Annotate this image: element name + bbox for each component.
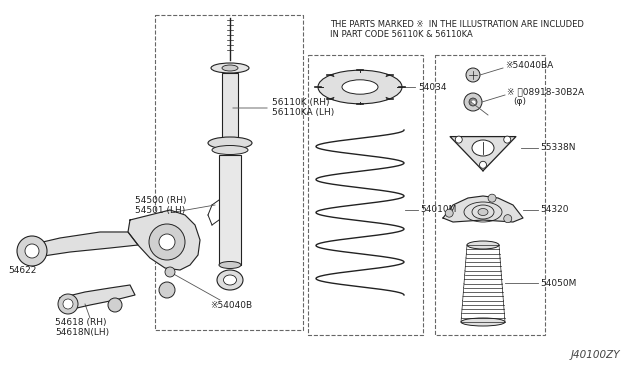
Ellipse shape bbox=[222, 65, 238, 71]
Text: ※54040BA: ※54040BA bbox=[505, 61, 553, 70]
Polygon shape bbox=[450, 137, 516, 171]
Text: 56110K (RH): 56110K (RH) bbox=[272, 98, 330, 107]
Text: 54618N(LH): 54618N(LH) bbox=[55, 328, 109, 337]
Text: 54010M: 54010M bbox=[420, 205, 456, 215]
Text: 54500 (RH): 54500 (RH) bbox=[135, 196, 186, 205]
Circle shape bbox=[159, 234, 175, 250]
Bar bbox=[219, 155, 241, 265]
Bar bbox=[222, 73, 238, 143]
Ellipse shape bbox=[461, 318, 505, 326]
Ellipse shape bbox=[217, 270, 243, 290]
Text: 54050M: 54050M bbox=[540, 279, 577, 288]
Circle shape bbox=[464, 93, 482, 111]
Circle shape bbox=[504, 215, 512, 223]
Circle shape bbox=[504, 136, 511, 143]
Text: ※ ⓝ08918-30B2A: ※ ⓝ08918-30B2A bbox=[507, 87, 584, 96]
Circle shape bbox=[17, 236, 47, 266]
Circle shape bbox=[63, 299, 73, 309]
Text: J40100ZY: J40100ZY bbox=[570, 350, 620, 360]
Text: (φ): (φ) bbox=[513, 97, 526, 106]
Text: 54618 (RH): 54618 (RH) bbox=[55, 318, 106, 327]
Ellipse shape bbox=[472, 140, 494, 156]
Bar bbox=[435, 55, 545, 335]
Text: 56110KA (LH): 56110KA (LH) bbox=[272, 108, 334, 117]
Circle shape bbox=[58, 294, 78, 314]
Ellipse shape bbox=[208, 137, 252, 149]
Circle shape bbox=[159, 282, 175, 298]
Text: 54501 (LH): 54501 (LH) bbox=[135, 206, 185, 215]
Circle shape bbox=[455, 136, 462, 143]
Ellipse shape bbox=[212, 145, 248, 154]
Polygon shape bbox=[443, 196, 523, 222]
Text: 54622: 54622 bbox=[8, 266, 36, 275]
Polygon shape bbox=[128, 210, 200, 270]
Circle shape bbox=[165, 267, 175, 277]
Ellipse shape bbox=[223, 275, 237, 285]
Circle shape bbox=[479, 161, 486, 168]
Text: 55338N: 55338N bbox=[540, 144, 575, 153]
Ellipse shape bbox=[467, 241, 499, 249]
Circle shape bbox=[445, 209, 453, 217]
Text: THE PARTS MARKED ※  IN THE ILLUSTRATION ARE INCLUDED
IN PART CODE 56110K & 56110: THE PARTS MARKED ※ IN THE ILLUSTRATION A… bbox=[330, 20, 584, 39]
Polygon shape bbox=[60, 285, 135, 310]
Ellipse shape bbox=[478, 208, 488, 215]
Circle shape bbox=[488, 194, 496, 202]
Bar bbox=[308, 55, 423, 335]
Ellipse shape bbox=[342, 80, 378, 94]
Circle shape bbox=[108, 298, 122, 312]
Circle shape bbox=[25, 244, 39, 258]
Ellipse shape bbox=[211, 63, 249, 73]
Circle shape bbox=[149, 224, 185, 260]
Text: 54034: 54034 bbox=[418, 83, 447, 92]
Circle shape bbox=[469, 98, 477, 106]
Text: 54320: 54320 bbox=[540, 205, 568, 215]
Ellipse shape bbox=[318, 70, 402, 104]
Bar bbox=[155, 15, 303, 330]
Circle shape bbox=[466, 68, 480, 82]
Text: ※54040B: ※54040B bbox=[210, 301, 252, 310]
Polygon shape bbox=[30, 232, 138, 258]
Ellipse shape bbox=[219, 262, 241, 269]
